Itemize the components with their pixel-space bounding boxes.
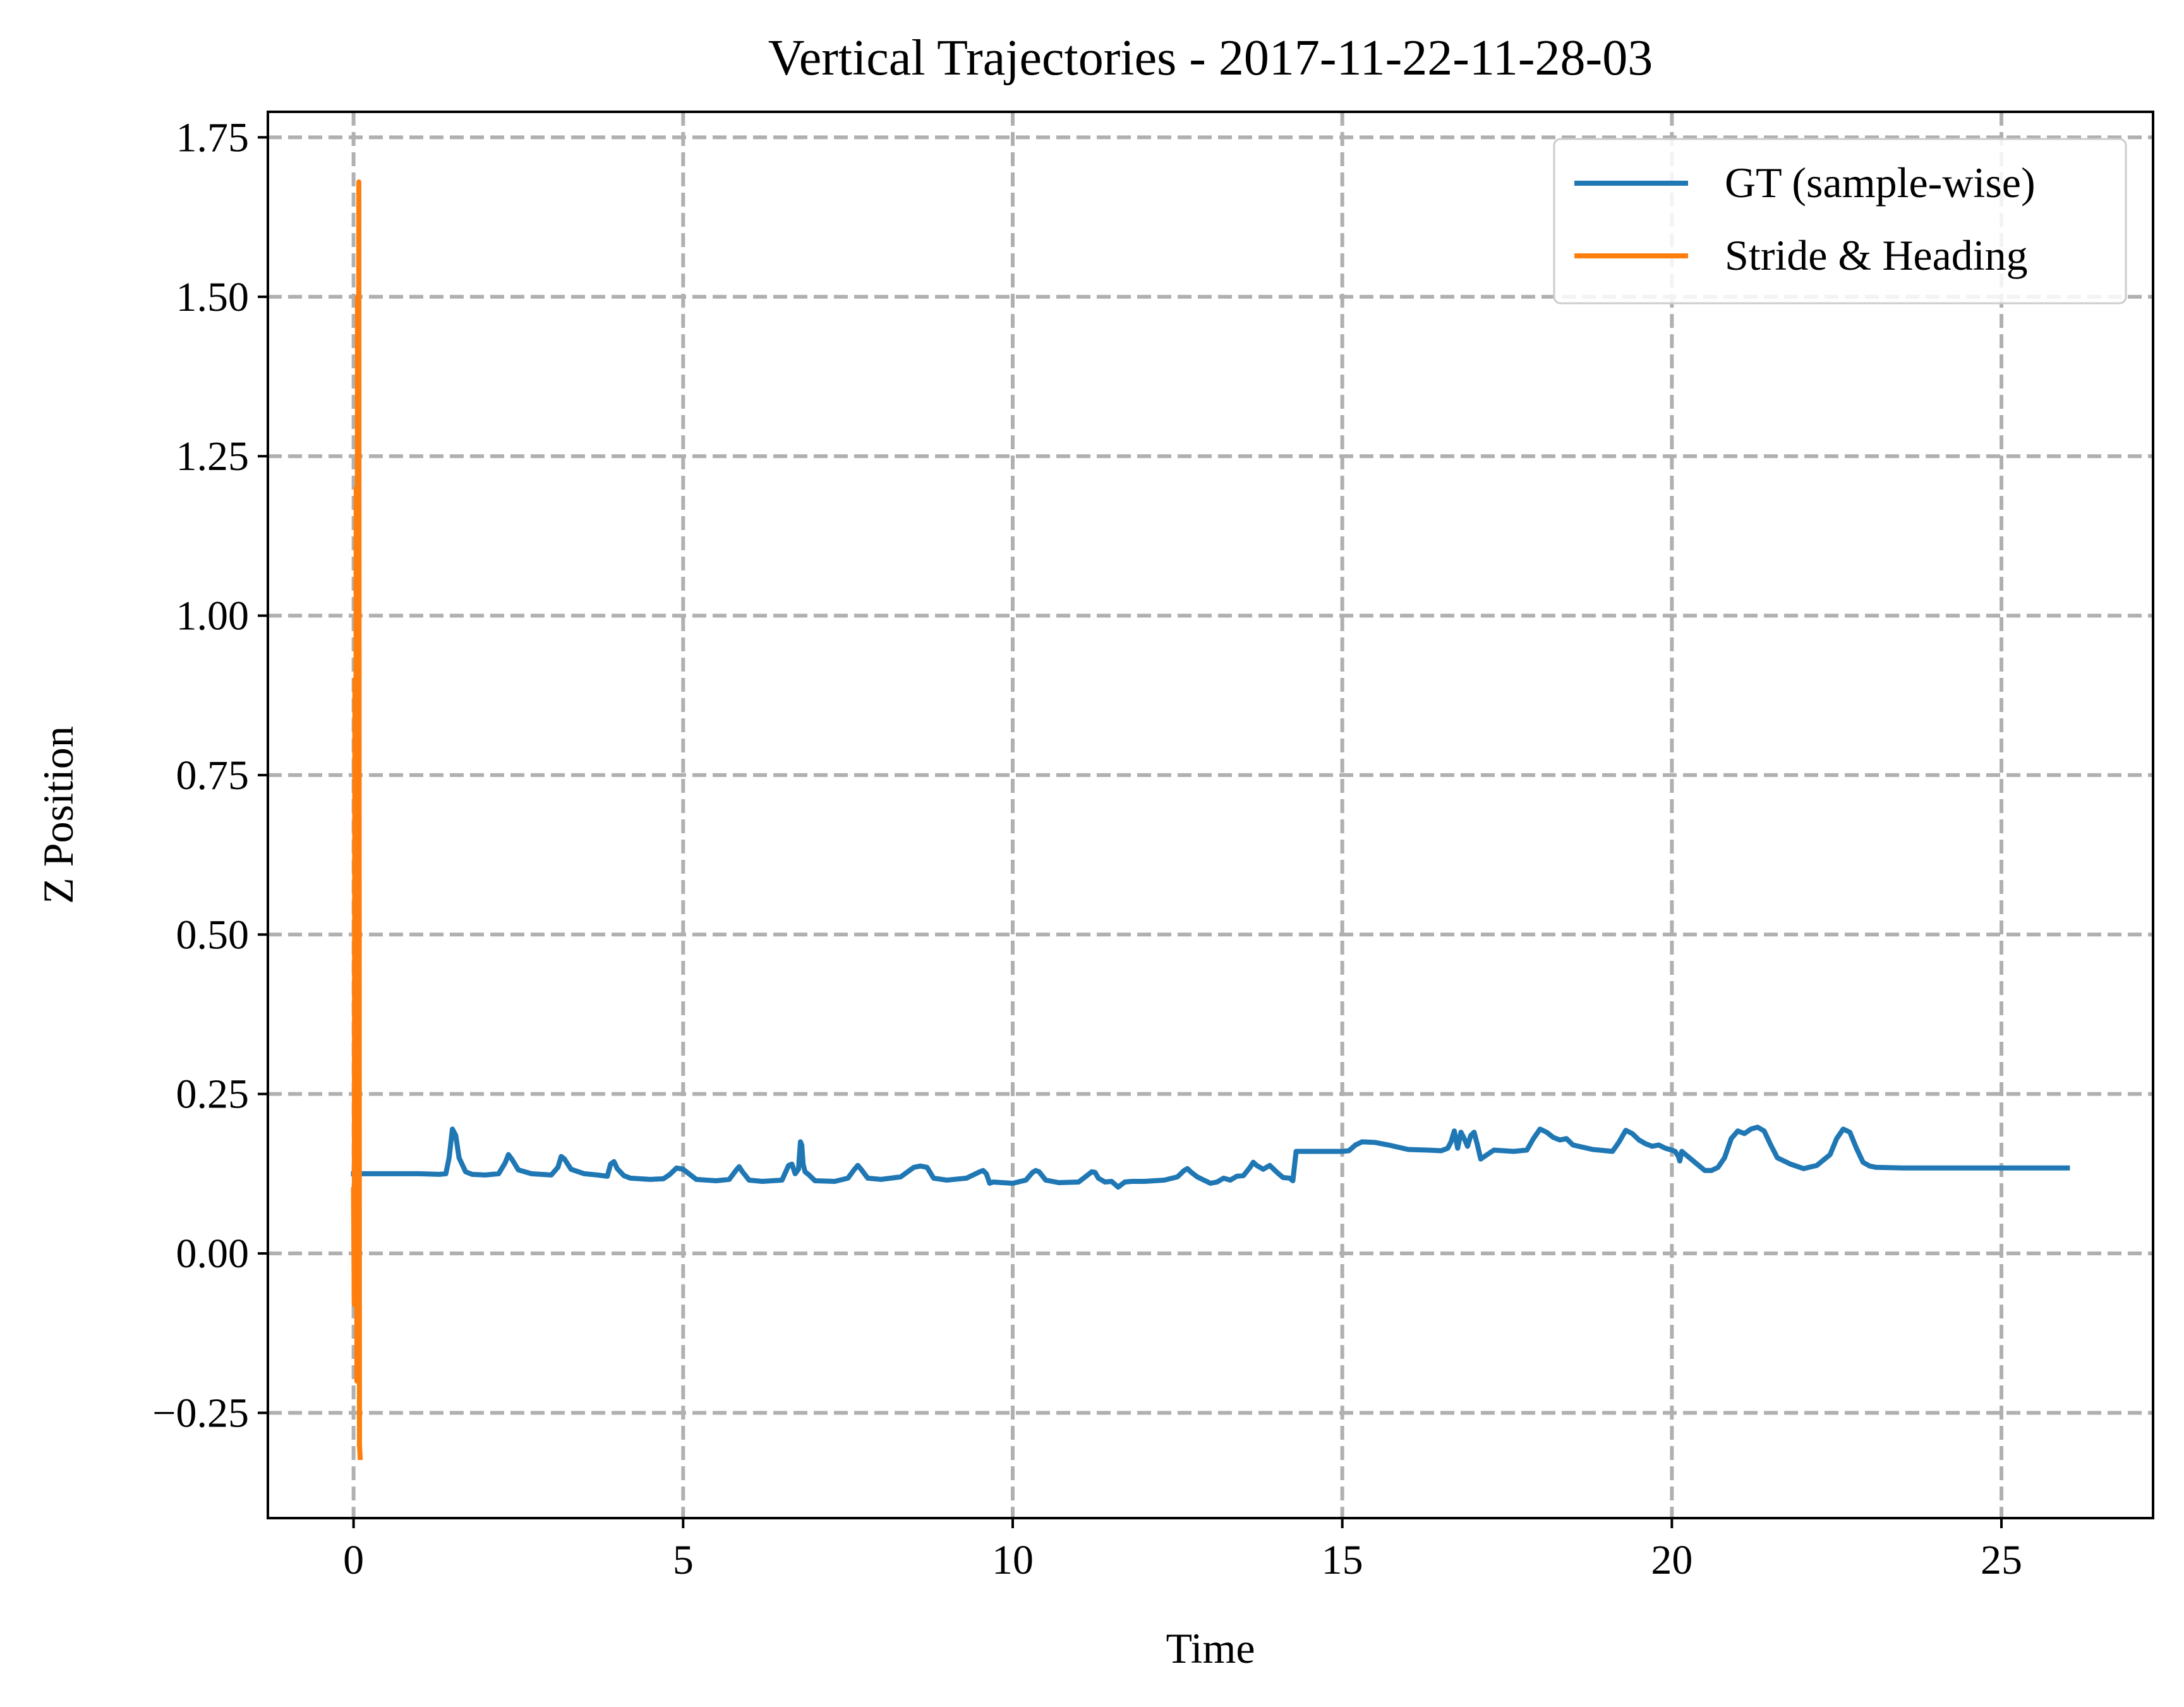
chart-title: Vertical Trajectories - 2017-11-22-11-28…	[768, 30, 1653, 86]
legend-box	[1553, 138, 2127, 305]
y-tick-label: 0.75	[176, 752, 250, 799]
series-lines	[351, 179, 2070, 1461]
x-tick-label: 5	[673, 1537, 694, 1583]
y-axis-label: Z Position	[34, 726, 82, 904]
legend-label-stride-heading: Stride & Heading	[1725, 231, 2028, 279]
y-tick-label: 0.25	[176, 1071, 250, 1118]
y-tick-label: 1.75	[176, 114, 250, 160]
x-tick-label: 15	[1322, 1537, 1363, 1583]
legend: GT (sample-wise) Stride & Heading	[1553, 138, 2127, 305]
series-line-1	[351, 179, 363, 1461]
y-tick-label: 1.00	[176, 593, 250, 639]
x-tick-label: 25	[1981, 1537, 2022, 1583]
x-tick-label: 10	[992, 1537, 1034, 1583]
y-tick-label: 1.50	[176, 274, 250, 320]
axis-ticks: 0 5 10 15 20 25 −0.25 0.00 0.25 0.50 0.75 1.00 1.25 1…	[152, 114, 2022, 1583]
x-axis-label: Time	[1166, 1624, 1255, 1672]
axes-frame	[267, 111, 2154, 1519]
series-line-0	[351, 1125, 2070, 1190]
grid	[268, 112, 2153, 1518]
y-tick-label: 0.50	[176, 912, 250, 958]
y-tick-label: 0.00	[176, 1231, 250, 1277]
legend-label-gt: GT (sample-wise)	[1725, 159, 2036, 207]
x-tick-label: 20	[1651, 1537, 1692, 1583]
x-tick-label: 0	[343, 1537, 364, 1583]
y-tick-label: 1.25	[176, 433, 250, 480]
y-tick-label: −0.25	[152, 1390, 249, 1436]
